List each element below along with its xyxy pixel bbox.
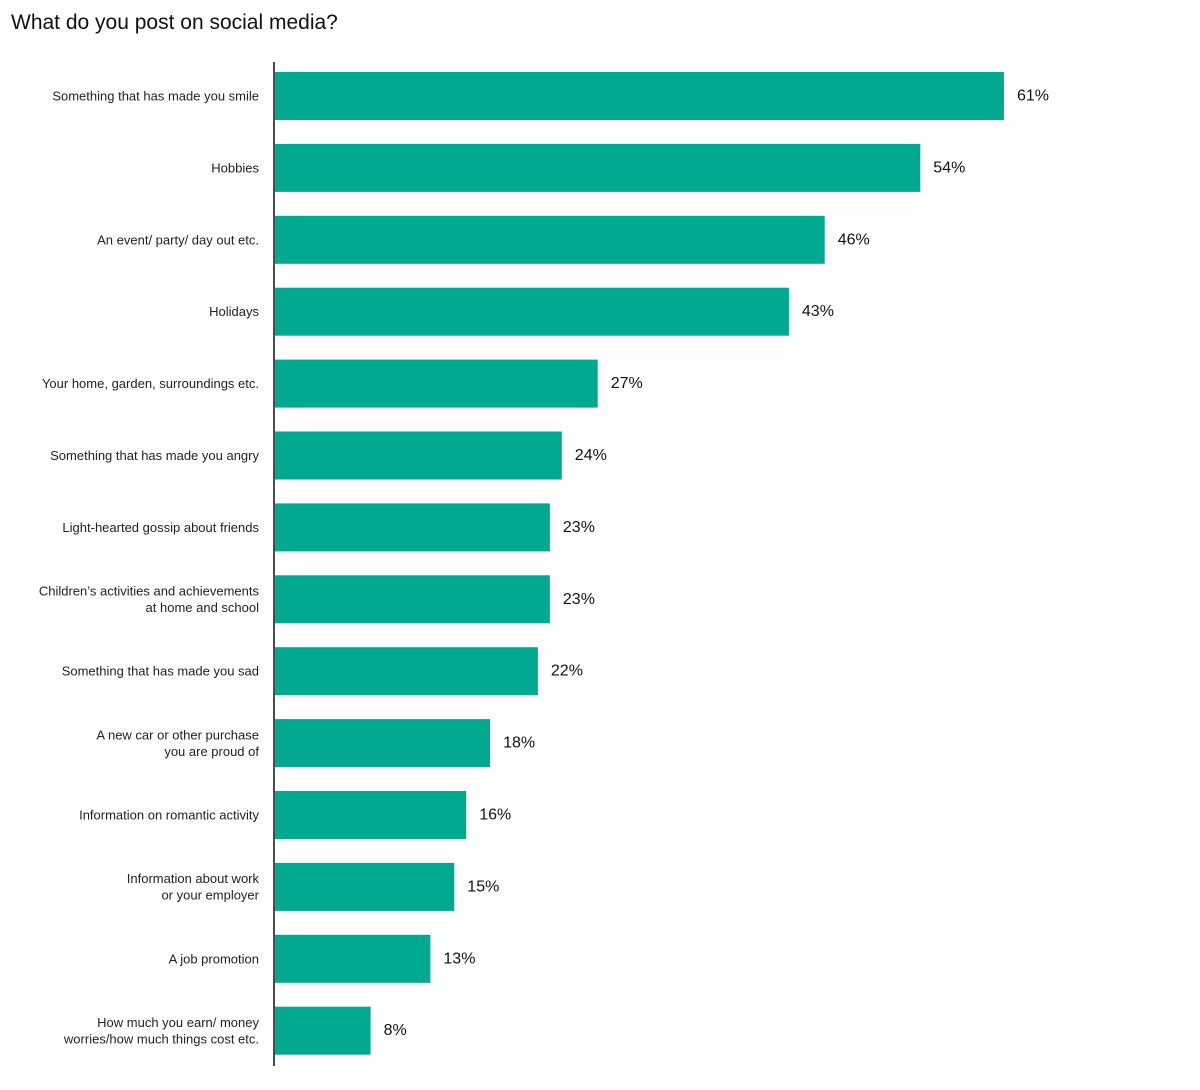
bar [275, 503, 550, 552]
value-label: 18% [503, 735, 535, 752]
category-label-line: Hobbies [211, 160, 259, 175]
bar [275, 575, 550, 624]
category-label: Holidays [209, 304, 259, 319]
category-label: Something that has made you sad [62, 664, 259, 679]
category-label-line: Something that has made you sad [62, 664, 259, 679]
category-label: Information on romantic activity [79, 808, 259, 823]
category-label-line: at home and school [146, 600, 260, 615]
value-label: 23% [563, 519, 595, 536]
bar [275, 359, 598, 408]
category-label-line: Your home, garden, surroundings etc. [42, 376, 259, 391]
chart-title: What do you post on social media? [11, 11, 338, 34]
bar [275, 287, 789, 336]
bar [275, 934, 431, 983]
bar [275, 647, 538, 696]
category-label-line: Holidays [209, 304, 259, 319]
value-label: 43% [802, 303, 834, 320]
bar [275, 1006, 371, 1055]
category-label: Hobbies [211, 160, 259, 175]
category-labels-layer: Something that has made you smile Hobbies… [39, 89, 260, 1047]
category-label-line: or your employer [161, 888, 259, 903]
category-label: An event/ party/ day out etc. [97, 232, 259, 247]
category-label: Something that has made you angry [50, 448, 259, 463]
value-label: 24% [575, 447, 607, 464]
bar [275, 72, 1004, 120]
value-label: 13% [443, 950, 475, 967]
bar [275, 215, 825, 264]
category-label: A new car or other purchase you are proud… [96, 727, 259, 759]
bar [275, 143, 921, 192]
bar [275, 719, 491, 768]
category-label-line: Something that has made you angry [50, 448, 259, 463]
bar [275, 791, 467, 839]
category-label-line: Information on romantic activity [79, 808, 259, 823]
category-label: How much you earn/ money worries/how much… [63, 1015, 260, 1047]
value-label: 54% [933, 159, 965, 176]
value-label: 61% [1017, 88, 1049, 105]
category-label-line: worries/how much things cost etc. [63, 1032, 259, 1047]
category-label-line: Children’s activities and achievements [39, 584, 260, 599]
bars-layer [275, 72, 1004, 1055]
value-label: 8% [384, 1022, 407, 1039]
category-label: Children’s activities and achievements at… [39, 584, 260, 616]
category-label: A job promotion [169, 951, 259, 966]
value-label: 23% [563, 591, 595, 608]
category-label-line: A new car or other purchase [96, 727, 259, 742]
category-label-line: Light-hearted gossip about friends [62, 520, 259, 535]
category-label-line: Something that has made you smile [52, 89, 259, 104]
value-labels-layer: 61% 54% 46% 43% 27% 24% 23% 23% 22% 18% 16% 15% 13% 8… [384, 88, 1049, 1040]
category-label-line: Information about work [127, 871, 260, 886]
category-label: Something that has made you smile [52, 89, 259, 104]
category-label: Light-hearted gossip about friends [62, 520, 259, 535]
category-label: Information about work or your employer [127, 871, 260, 903]
category-label-line: you are proud of [164, 744, 259, 759]
value-label: 46% [838, 231, 870, 248]
category-label-line: How much you earn/ money [97, 1015, 259, 1030]
value-label: 15% [467, 878, 499, 895]
category-label-line: An event/ party/ day out etc. [97, 232, 259, 247]
value-label: 16% [479, 807, 511, 824]
bar [275, 431, 562, 480]
category-label-line: A job promotion [169, 951, 259, 966]
bar [275, 862, 455, 911]
category-label: Your home, garden, surroundings etc. [42, 376, 259, 391]
value-label: 22% [551, 663, 583, 680]
value-label: 27% [611, 375, 643, 392]
